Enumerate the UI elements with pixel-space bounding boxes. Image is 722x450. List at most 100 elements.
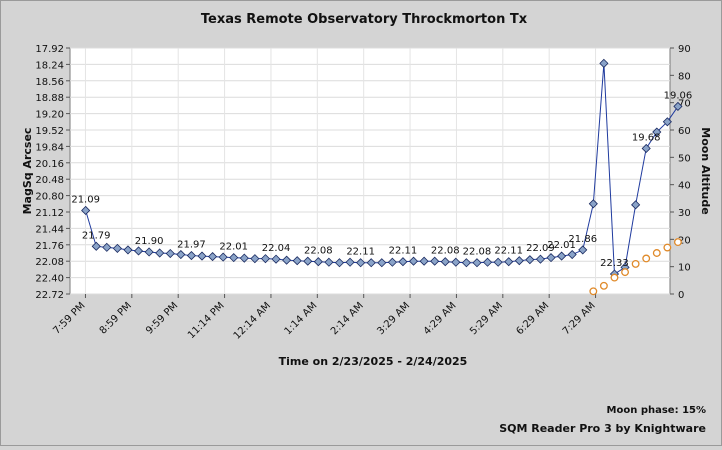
sqm-point: [345, 257, 355, 267]
left-tick-label: 20.16: [35, 159, 64, 170]
right-tick-label: 60: [678, 126, 691, 137]
moon-point: [599, 281, 608, 290]
sqm-point: [546, 253, 556, 263]
sqm-point: [144, 247, 154, 257]
right-tick-label: 80: [678, 71, 691, 82]
sqm-point: [578, 245, 588, 255]
sqm-point: [218, 252, 228, 262]
sqm-data-label: 22.04: [262, 243, 291, 254]
moon-point: [621, 268, 630, 277]
sqm-point: [176, 249, 186, 260]
sqm-point: [525, 255, 535, 265]
left-tick-label: 18.24: [35, 60, 64, 71]
sqm-data-label: 22.11: [346, 247, 375, 258]
sqm-data-label: 21.90: [135, 236, 164, 247]
sqm-point: [408, 256, 419, 266]
sqm-point: [419, 256, 429, 266]
sqm-point: [91, 241, 101, 251]
moon-phase-text: Moon phase: 15%: [607, 405, 706, 416]
sqm-point: [472, 258, 482, 268]
sqm-point: [377, 258, 387, 268]
sqm-point: [504, 257, 514, 267]
sqm-data-label: 21.79: [82, 230, 111, 241]
sqm-data-label: 21.86: [568, 234, 597, 245]
sqm-point: [652, 127, 662, 137]
left-axis-label: MagSq Arcsec: [21, 128, 34, 215]
sqm-data-label: 22.01: [547, 240, 576, 251]
sqm-point: [208, 252, 218, 262]
left-tick-label: 19.20: [35, 110, 64, 121]
sqm-point: [398, 257, 408, 267]
sqm-data-label: 22.09: [526, 243, 555, 254]
left-tick-label: 22.08: [35, 257, 64, 268]
right-axis-label: Moon Altitude: [699, 127, 712, 214]
right-tick-label: 40: [678, 181, 691, 192]
sqm-point: [631, 200, 641, 210]
right-tick-label: 0: [678, 290, 684, 301]
sqm-point: [356, 258, 366, 268]
left-tick-label: 17.92: [35, 44, 64, 55]
sqm-point: [133, 246, 144, 256]
sqm-point: [239, 253, 249, 263]
left-tick-label: 19.52: [35, 126, 64, 137]
sqm-data-label: 22.08: [304, 246, 333, 257]
sqm-point: [599, 58, 609, 68]
right-tick-label: 70: [678, 99, 691, 110]
sqm-point: [482, 257, 493, 267]
right-tick-label: 20: [678, 235, 691, 246]
sqm-point: [557, 251, 567, 261]
sqm-point: [250, 254, 260, 264]
right-tick-label: 10: [678, 263, 691, 274]
sqm-point: [186, 250, 196, 261]
sqm-data-label: 21.09: [71, 194, 100, 205]
right-axis-ticks: 0 10 20 30 40 50 60 70 80 90: [670, 44, 691, 301]
left-tick-label: 20.80: [35, 192, 64, 203]
sqm-point: [155, 248, 165, 258]
left-tick-label: 19.84: [35, 142, 64, 153]
sqm-point: [662, 117, 672, 127]
sqm-point: [313, 257, 323, 267]
left-tick-label: 20.48: [35, 175, 64, 186]
sqm-point: [493, 257, 503, 267]
sqm-data-label: 22.11: [494, 246, 523, 257]
right-tick-label: 90: [678, 44, 691, 55]
chart-title: Texas Remote Observatory Throckmorton Tx: [201, 12, 528, 27]
sqm-point: [81, 205, 91, 216]
moon-point: [589, 287, 598, 296]
sqm-data-label: 22.33: [600, 258, 629, 269]
moon-point: [610, 273, 619, 282]
sqm-point: [366, 258, 376, 268]
sqm-point: [535, 254, 546, 264]
sqm-point: [165, 248, 175, 259]
left-tick-label: 22.72: [35, 290, 64, 301]
sqm-data-label: 22.11: [389, 246, 418, 257]
sqm-point: [197, 251, 207, 261]
sqm-data-label: 21.97: [177, 240, 206, 251]
sqm-point: [260, 254, 271, 264]
sqm-point: [271, 254, 281, 264]
left-tick-label: 18.88: [35, 93, 64, 104]
moon-point: [631, 259, 640, 268]
sqm-data-label: 19.06: [664, 90, 693, 101]
gridlines: [70, 47, 670, 295]
sqm-data-label: 19.68: [632, 132, 661, 143]
sqm-point: [303, 256, 313, 266]
sqm-point: [112, 243, 122, 253]
right-tick-label: 50: [678, 153, 691, 164]
sqm-point: [430, 256, 440, 266]
moon-point: [652, 249, 661, 257]
left-axis-ticks: 17.92 18.24 18.56 18.88 19.20 19.52 19.84 20.16…: [35, 44, 70, 301]
moon-point: [663, 243, 672, 252]
sqm-point: [673, 101, 683, 111]
sqm-point: [588, 199, 598, 209]
sqm-point: [461, 258, 471, 268]
left-tick-label: 21.44: [35, 224, 64, 235]
sqm-point: [387, 257, 397, 267]
sqm-data-label: 22.08: [463, 247, 492, 258]
moon-point: [642, 254, 651, 263]
sqm-point: [324, 257, 334, 267]
sqm-point: [451, 257, 461, 267]
sqm-data-label: 22.08: [431, 246, 460, 257]
